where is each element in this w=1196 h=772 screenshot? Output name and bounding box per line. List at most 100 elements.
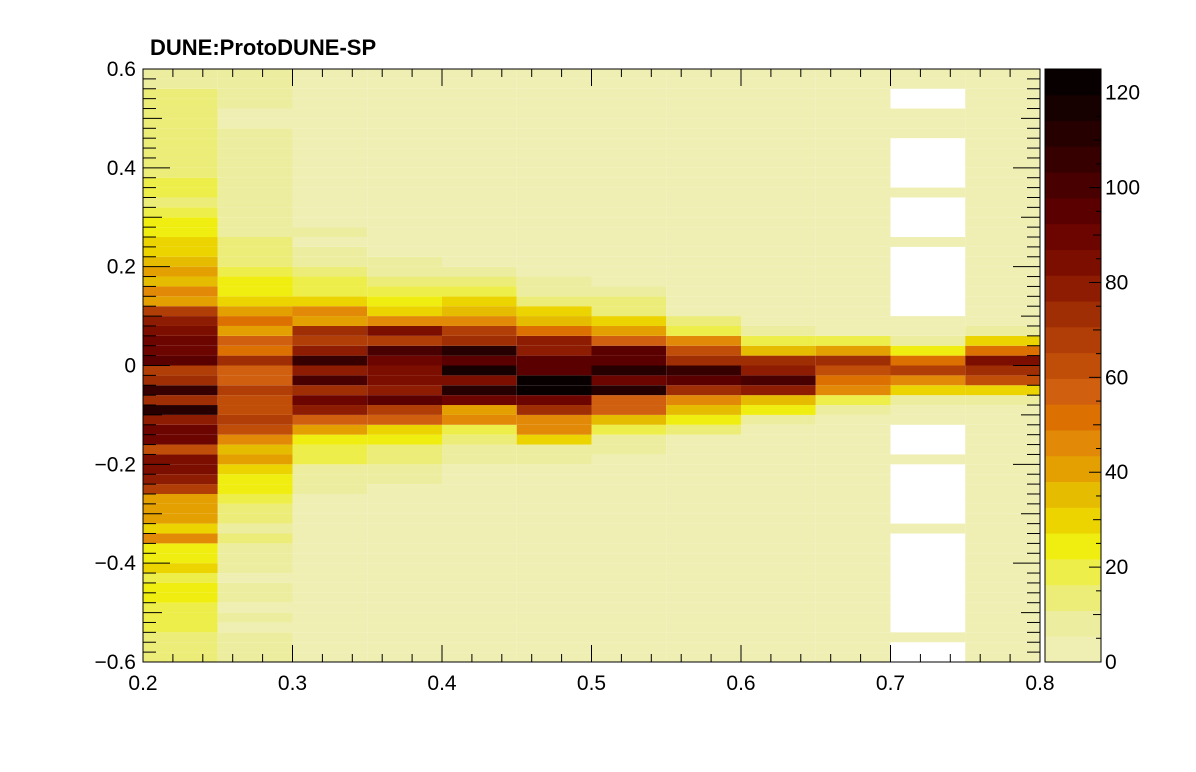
heatmap-cell (965, 69, 1040, 79)
heatmap-cell (666, 365, 741, 376)
heatmap-cell (516, 454, 592, 465)
heatmap-cell (815, 632, 891, 643)
heatmap-cell (815, 563, 891, 574)
heatmap-cell (442, 148, 517, 158)
heatmap-cell (965, 652, 1040, 662)
heatmap-cell (292, 167, 368, 178)
color-tick-label: 120 (1105, 82, 1140, 105)
heatmap-cell (741, 69, 816, 79)
heatmap-cell (367, 434, 442, 445)
palette-swatch (1045, 636, 1101, 663)
heatmap-cell (516, 157, 592, 168)
heatmap-cell (367, 424, 442, 435)
heatmap-cell (815, 503, 891, 514)
heatmap-cell (292, 375, 368, 386)
heatmap-cell (516, 375, 592, 386)
heatmap-cell (591, 652, 667, 662)
heatmap-cell (741, 632, 816, 643)
heatmap-cell (591, 454, 667, 465)
heatmap-cell (442, 157, 517, 168)
heatmap-cell (516, 444, 592, 455)
heatmap-cell (741, 227, 816, 238)
heatmap-cell (741, 365, 816, 376)
heatmap-cell (591, 296, 667, 307)
heatmap-cell (741, 434, 816, 445)
heatmap-cell (591, 543, 667, 554)
x-tick-label: 0.6 (726, 672, 755, 695)
heatmap-cell (591, 306, 667, 317)
heatmap-cell (292, 335, 368, 346)
heatmap-cell (143, 592, 218, 603)
heatmap-cell (815, 375, 891, 386)
heatmap-cell (217, 237, 293, 247)
heatmap-cell (741, 316, 816, 326)
heatmap-cell (143, 405, 218, 415)
heatmap-cell (666, 217, 741, 228)
heatmap-cell (516, 563, 592, 574)
heatmap-cell (292, 464, 368, 475)
heatmap-cell (965, 98, 1040, 109)
palette-swatch (1045, 223, 1101, 250)
heatmap-cell (292, 484, 368, 494)
heatmap-cell (516, 98, 592, 109)
heatmap-cell (666, 612, 741, 623)
palette-swatch (1045, 69, 1101, 96)
heatmap-cell (367, 118, 442, 129)
heatmap-cell (143, 533, 218, 544)
heatmap-cell (367, 414, 442, 425)
heatmap-cell (516, 474, 592, 485)
heatmap-cell (965, 375, 1040, 386)
heatmap-cell (815, 98, 891, 109)
heatmap-cell (965, 325, 1040, 336)
heatmap-cell (591, 138, 667, 149)
heatmap-cell (815, 484, 891, 494)
heatmap-cell (292, 227, 368, 238)
heatmap-cell (217, 523, 293, 534)
heatmap-cell (666, 345, 741, 356)
heatmap-cell (666, 375, 741, 386)
palette-swatch (1045, 326, 1101, 354)
heatmap-cell (217, 88, 293, 99)
heatmap-cell (292, 573, 368, 583)
heatmap-cell (666, 405, 741, 415)
heatmap-cell (292, 187, 368, 198)
heatmap-cell (741, 503, 816, 514)
heatmap-cell (815, 582, 891, 593)
heatmap-cell (666, 582, 741, 593)
heatmap-cell (442, 513, 517, 524)
heatmap-cell (591, 237, 667, 247)
heatmap-cell (516, 553, 592, 564)
heatmap-cell (367, 237, 442, 247)
heatmap-cell (217, 108, 293, 119)
heatmap-cell (591, 187, 667, 198)
heatmap-cell (143, 118, 218, 129)
palette-swatch (1045, 301, 1101, 328)
heatmap-cell (741, 197, 816, 208)
heatmap-cell (217, 444, 293, 455)
heatmap-cell (516, 533, 592, 544)
heatmap-cell (815, 513, 891, 524)
heatmap-cell (666, 493, 741, 504)
heatmap-cell (666, 424, 741, 435)
heatmap-cell (741, 98, 816, 109)
heatmap-cell (292, 523, 368, 534)
heatmap-cell (442, 266, 517, 277)
heatmap-cell (591, 227, 667, 238)
heatmap-cell (367, 217, 442, 228)
heatmap-cell (741, 306, 816, 317)
heatmap-cell (143, 582, 218, 593)
heatmap-cell (666, 88, 741, 99)
heatmap-cell (741, 582, 816, 593)
heatmap-cell (591, 98, 667, 109)
heatmap-cell (965, 197, 1040, 208)
heatmap-cell (666, 464, 741, 475)
heatmap-cell (815, 434, 891, 445)
heatmap-cell (367, 207, 442, 218)
heatmap-cell (815, 217, 891, 228)
heatmap-cell (367, 652, 442, 662)
heatmap-cell (292, 474, 368, 485)
palette-swatch (1045, 378, 1101, 405)
heatmap-cell (217, 484, 293, 494)
heatmap-cell (143, 306, 218, 317)
heatmap-cell (666, 118, 741, 129)
